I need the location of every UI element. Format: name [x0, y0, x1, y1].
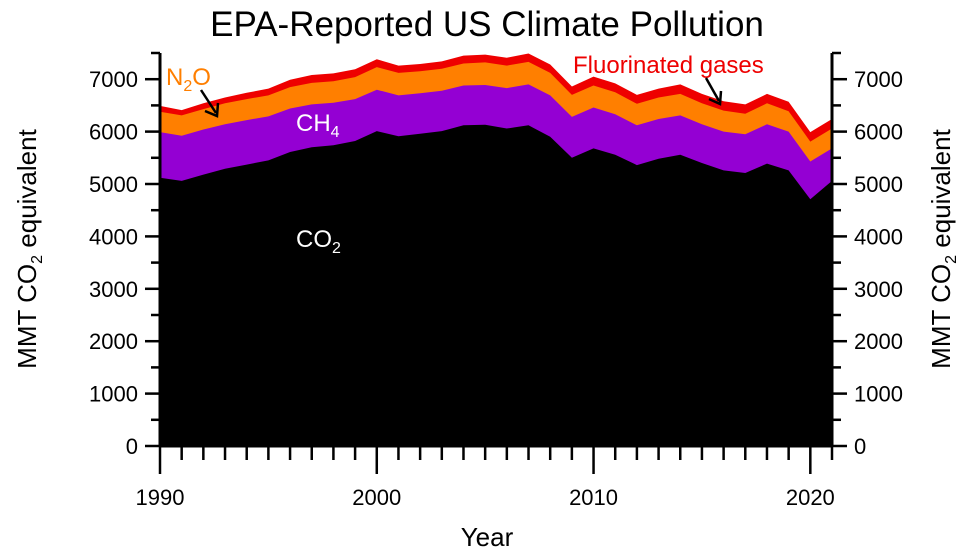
area-co2: [160, 124, 832, 447]
x-tick-label: 2000: [352, 485, 401, 510]
axis-tick-labels: 0 0 1000 1000 2000 2000 3000 3000 4000 4000 5000 50…: [89, 67, 903, 510]
x-tick-label: 1990: [136, 485, 185, 510]
x-axis-title: Year: [461, 522, 514, 552]
axis-ticks: [145, 51, 847, 474]
fluorinated-gases-label: Fluorinated gases: [573, 52, 764, 79]
stacked-areas: [160, 53, 832, 447]
y-tick-label-right: 0: [854, 434, 866, 459]
y-tick-label-left: 1000: [89, 382, 138, 407]
n2o-label: N2O: [166, 64, 211, 95]
y-axis-title-right: MMT CO2 equivalent: [926, 128, 960, 368]
y-axis-title-left: MMT CO2 equivalent: [12, 128, 46, 368]
y-tick-label-left: 0: [126, 434, 138, 459]
y-tick-label-right: 1000: [854, 382, 903, 407]
x-tick-label: 2010: [569, 485, 618, 510]
fluorinated-gases-arrow: [704, 77, 723, 106]
y-tick-label-right: 4000: [854, 224, 903, 249]
y-tick-label-left: 6000: [89, 120, 138, 145]
y-tick-label-left: 2000: [89, 329, 138, 354]
y-tick-label-right: 6000: [854, 120, 903, 145]
co2-label: CO2: [296, 226, 341, 257]
y-tick-label-right: 3000: [854, 277, 903, 302]
y-tick-label-right: 2000: [854, 329, 903, 354]
chart-title: EPA-Reported US Climate Pollution: [210, 5, 764, 44]
y-tick-label-right: 5000: [854, 172, 903, 197]
y-tick-label-left: 5000: [89, 172, 138, 197]
y-tick-label-left: 3000: [89, 277, 138, 302]
y-tick-label-right: 7000: [854, 67, 903, 92]
y-tick-label-left: 7000: [89, 67, 138, 92]
ch4-label: CH4: [296, 110, 340, 141]
x-tick-label: 2020: [786, 485, 835, 510]
y-tick-label-left: 4000: [89, 224, 138, 249]
n2o-arrow: [199, 89, 220, 118]
